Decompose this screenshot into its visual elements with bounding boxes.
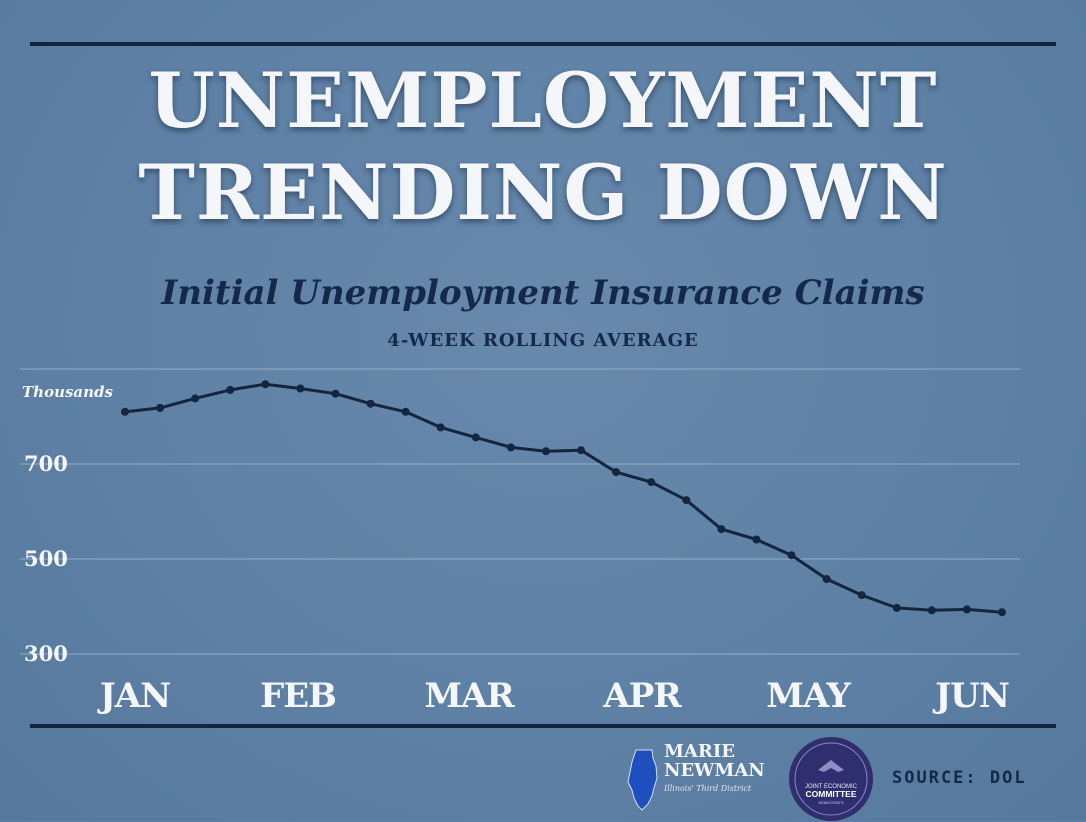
series-line bbox=[124, 382, 1003, 614]
logo-name: MARIE NEWMAN bbox=[664, 742, 765, 780]
seal-text-2: COMMITTEE bbox=[806, 789, 857, 799]
top-divider bbox=[30, 42, 1056, 46]
data-point bbox=[892, 603, 901, 612]
x-category-label: JUN bbox=[932, 676, 1009, 716]
x-category-label: APR bbox=[602, 676, 682, 716]
data-point bbox=[542, 447, 550, 456]
seal-text-1: JOINT ECONOMIC bbox=[805, 784, 858, 790]
data-point bbox=[682, 496, 691, 505]
data-point bbox=[752, 535, 761, 544]
data-point bbox=[577, 446, 585, 455]
data-point bbox=[261, 380, 270, 389]
data-point bbox=[226, 385, 235, 394]
data-point bbox=[857, 591, 866, 600]
bottom-divider bbox=[30, 724, 1056, 728]
data-point bbox=[647, 478, 656, 487]
data-point bbox=[787, 551, 796, 560]
logo-name-line-1: MARIE bbox=[664, 741, 735, 762]
illinois-state-icon bbox=[627, 749, 658, 811]
committee-seal-logo: JOINT ECONOMIC COMMITTEE DEMOCRATS bbox=[789, 737, 873, 821]
y-axis-unit-label: Thousands bbox=[22, 383, 113, 401]
data-point bbox=[822, 575, 831, 583]
y-tick-label: 700 bbox=[24, 451, 68, 476]
seal-text-3: DEMOCRATS bbox=[818, 800, 844, 805]
headline-line-2: TRENDING DOWN bbox=[138, 148, 948, 237]
data-point bbox=[717, 525, 726, 534]
data-point bbox=[121, 407, 129, 416]
data-point bbox=[927, 606, 936, 615]
data-point bbox=[506, 443, 515, 452]
data-point bbox=[331, 389, 340, 398]
chart-title: Initial Unemployment Insurance Claims bbox=[161, 273, 925, 313]
x-category-label: MAR bbox=[424, 676, 515, 716]
data-point bbox=[366, 399, 375, 408]
data-point bbox=[471, 433, 480, 442]
data-point bbox=[612, 468, 621, 477]
data-point bbox=[401, 407, 410, 416]
data-point bbox=[998, 608, 1006, 617]
data-point bbox=[156, 403, 165, 412]
chart-subtitle: 4-WEEK ROLLING AVERAGE bbox=[387, 330, 699, 351]
x-category-label: JAN bbox=[97, 676, 171, 716]
x-category-label: FEB bbox=[260, 676, 336, 716]
data-point bbox=[436, 423, 445, 432]
data-point bbox=[296, 384, 305, 393]
data-point bbox=[962, 605, 971, 614]
logo-subtitle: Illinois' Third District bbox=[664, 784, 752, 793]
source-label: SOURCE: DOL bbox=[892, 768, 1027, 788]
y-tick-label: 500 bbox=[24, 546, 68, 571]
x-category-label: MAY bbox=[766, 676, 851, 716]
y-tick-label: 300 bbox=[24, 641, 68, 666]
logo-name-line-2: NEWMAN bbox=[664, 760, 765, 781]
data-point bbox=[191, 394, 200, 403]
headline-line-1: UNEMPLOYMENT bbox=[148, 56, 938, 145]
